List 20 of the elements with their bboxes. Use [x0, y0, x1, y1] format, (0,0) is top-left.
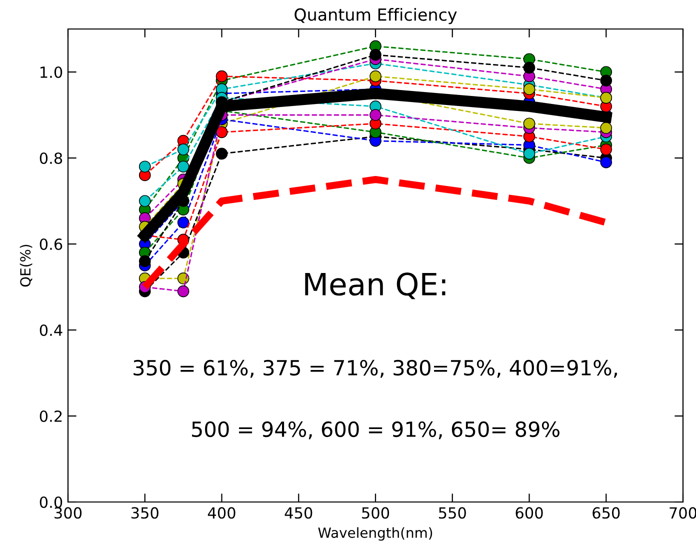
x-axis-title: Wavelength(nm) [318, 527, 432, 541]
annotation: Mean QE: [305, 272, 446, 300]
y-tick-label: 0.6 [40, 238, 62, 250]
x-tick-label: 300 [54, 507, 82, 519]
x-tick-label: 600 [516, 507, 543, 519]
x-tick-label: 350 [131, 507, 158, 519]
annotation: 500 = 94%, 600 = 91%, 650= 89% [192, 421, 560, 440]
x-tick-label: 550 [438, 507, 466, 519]
x-tick-label: 400 [208, 507, 236, 519]
x-tick-label: 500 [362, 507, 390, 519]
x-tick-label: 450 [284, 507, 312, 519]
chart-title: Quantum Efficiency [294, 8, 457, 24]
y-tick-label: 0.2 [40, 410, 62, 422]
y-tick-label: 0.0 [40, 496, 62, 508]
y-axis-title: QE(%) [20, 244, 32, 287]
annotation: 350 = 61%, 375 = 71%, 380=75%, 400=91%, [134, 360, 617, 378]
y-tick-label: 1.0 [40, 66, 62, 78]
x-tick-label: 650 [592, 507, 620, 519]
y-tick-label: 0.4 [40, 324, 62, 336]
y-tick-label: 0.8 [40, 152, 62, 164]
